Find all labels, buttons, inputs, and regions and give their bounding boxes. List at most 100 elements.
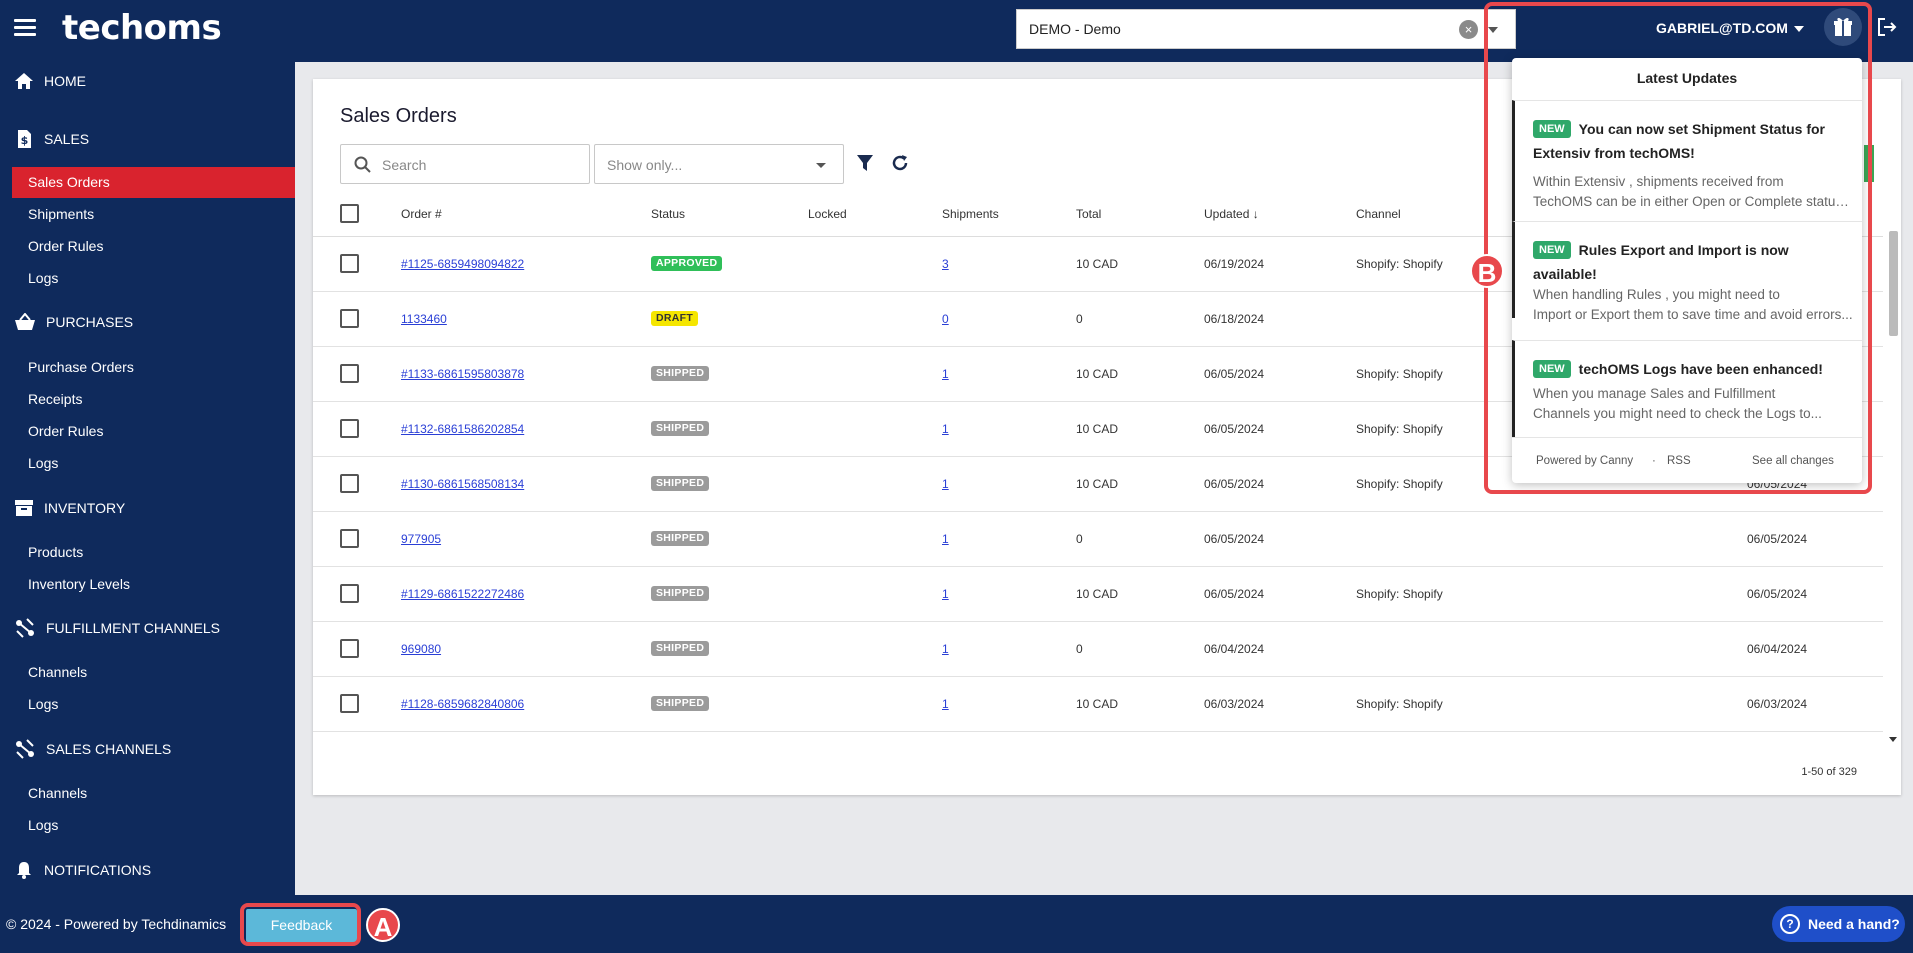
select-all-checkbox[interactable] bbox=[340, 204, 359, 223]
see-all-changes-link[interactable]: See all changes bbox=[1752, 455, 1834, 467]
table-row[interactable]: #1130-6861568508134 SHIPPED 1 10 CAD 06/05/2… bbox=[313, 457, 1883, 512]
sidebar-item-logs[interactable]: Logs bbox=[28, 455, 59, 471]
update-item[interactable]: NEW You can now set Shipment Status for E… bbox=[1512, 100, 1862, 221]
column-header[interactable]: Channel bbox=[1356, 207, 1401, 221]
sidebar-item-channels[interactable]: Channels bbox=[28, 785, 88, 801]
menu-icon[interactable] bbox=[14, 19, 36, 37]
sidebar-section-purchases[interactable]: PURCHASES bbox=[14, 311, 133, 333]
logout-icon[interactable] bbox=[1876, 16, 1898, 43]
order-link[interactable]: 977905 bbox=[401, 532, 442, 546]
updates-title: Latest Updates bbox=[1636, 70, 1738, 86]
shipments-link[interactable]: 1 bbox=[942, 367, 949, 381]
pagination: 1-50 of 329 bbox=[1801, 766, 1857, 778]
sidebar-section-sales[interactable]: $ SALES bbox=[14, 128, 89, 150]
order-link[interactable]: #1132-6861586202854 bbox=[401, 422, 525, 436]
table-row[interactable]: #1128-6859682840806 SHIPPED 1 10 CAD 06/03/2… bbox=[313, 677, 1883, 732]
update-item[interactable]: NEW techOMS Logs have been enhanced! When… bbox=[1512, 340, 1862, 437]
order-link[interactable]: #1125-6859498094822 bbox=[401, 257, 525, 271]
sidebar-item-order-rules[interactable]: Order Rules bbox=[28, 423, 104, 439]
order-link[interactable]: #1128-6859682840806 bbox=[401, 697, 525, 711]
row-checkbox[interactable] bbox=[340, 584, 359, 603]
sidebar-item-products[interactable]: Products bbox=[28, 544, 84, 560]
column-header[interactable]: Shipments bbox=[942, 207, 999, 221]
feedback-button[interactable]: Feedback bbox=[246, 909, 357, 942]
sidebar-section-fulfillment-channels[interactable]: FULFILLMENT CHANNELS bbox=[14, 617, 220, 639]
table-row[interactable]: #1133-6861595803878 SHIPPED 1 10 CAD 06/05/2… bbox=[313, 347, 1883, 402]
sidebar-item-logs[interactable]: Logs bbox=[28, 270, 59, 286]
updated-cell: 06/05/2024 bbox=[1204, 422, 1265, 436]
channel-cell: Shopify: Shopify bbox=[1356, 257, 1443, 271]
sidebar-section-sales-channels[interactable]: SALES CHANNELS bbox=[14, 738, 171, 760]
order-link[interactable]: #1130-6861568508134 bbox=[401, 477, 525, 491]
search-input[interactable] bbox=[382, 155, 572, 175]
shipments-link[interactable]: 0 bbox=[942, 312, 949, 326]
chevron-down-icon[interactable] bbox=[1794, 26, 1804, 32]
refresh-icon[interactable] bbox=[890, 153, 910, 178]
top-bar: techoms DEMO - Demo × GABRIEL@TD.COM bbox=[0, 0, 1913, 62]
gift-icon[interactable] bbox=[1824, 8, 1862, 46]
row-checkbox[interactable] bbox=[340, 639, 359, 658]
sidebar-section-notifications[interactable]: NOTIFICATIONS bbox=[14, 859, 151, 881]
sidebar-item-purchase-orders[interactable]: Purchase Orders bbox=[28, 359, 134, 375]
table-row[interactable]: #1125-6859498094822 APPROVED 3 10 CAD 06/19/… bbox=[313, 237, 1883, 292]
shipments-link[interactable]: 1 bbox=[942, 532, 949, 546]
show-only-select[interactable]: Show only... bbox=[594, 144, 844, 184]
sidebar-section-home[interactable]: HOME bbox=[14, 70, 86, 92]
column-header[interactable]: Order # bbox=[401, 207, 442, 221]
table-row[interactable]: 977905 SHIPPED 1 0 06/05/2024 06/05/2024 bbox=[313, 512, 1883, 567]
row-checkbox[interactable] bbox=[340, 474, 359, 493]
table-row[interactable]: 1133460 DRAFT 0 0 06/18/2024 bbox=[313, 292, 1883, 347]
row-checkbox[interactable] bbox=[340, 419, 359, 438]
filter-icon[interactable] bbox=[856, 154, 874, 177]
sidebar-item-logs[interactable]: Logs bbox=[28, 696, 59, 712]
order-link[interactable]: 969080 bbox=[401, 642, 442, 656]
table-row[interactable]: #1129-6861522272486 SHIPPED 1 10 CAD 06/05/2… bbox=[313, 567, 1883, 622]
sidebar-item-logs[interactable]: Logs bbox=[28, 817, 59, 833]
sidebar-item-sales-orders[interactable]: Sales Orders bbox=[12, 167, 295, 198]
shipments-link[interactable]: 1 bbox=[942, 587, 949, 601]
row-checkbox[interactable] bbox=[340, 254, 359, 273]
row-checkbox[interactable] bbox=[340, 694, 359, 713]
table-row[interactable]: #1132-6861586202854 SHIPPED 1 10 CAD 06/05/2… bbox=[313, 402, 1883, 457]
order-link[interactable]: #1133-6861595803878 bbox=[401, 367, 525, 381]
scroll-thumb[interactable] bbox=[1889, 231, 1898, 336]
update-title: techOMS Logs have been enhanced! bbox=[1578, 361, 1823, 377]
search-box[interactable] bbox=[340, 144, 590, 184]
row-checkbox[interactable] bbox=[340, 309, 359, 328]
order-link[interactable]: 1133460 bbox=[401, 312, 447, 326]
shipments-link[interactable]: 1 bbox=[942, 697, 949, 711]
sidebar-section-inventory[interactable]: INVENTORY bbox=[14, 497, 125, 519]
update-item[interactable]: NEW Rules Export and Import is now availa… bbox=[1512, 221, 1862, 322]
order-link[interactable]: #1129-6861522272486 bbox=[401, 587, 525, 601]
sidebar-item-receipts[interactable]: Receipts bbox=[28, 391, 83, 407]
column-header[interactable]: Status bbox=[651, 207, 686, 221]
shipments-link[interactable]: 1 bbox=[942, 642, 949, 656]
row-checkbox[interactable] bbox=[340, 364, 359, 383]
archive-box-icon bbox=[15, 500, 33, 516]
sidebar-item-inventory-levels[interactable]: Inventory Levels bbox=[28, 576, 130, 592]
row-checkbox[interactable] bbox=[340, 529, 359, 548]
update-title: You can now set Shipment Status for Exte… bbox=[1533, 121, 1825, 161]
sidebar-item-order-rules[interactable]: Order Rules bbox=[28, 238, 104, 254]
powered-by-link[interactable]: Powered by Canny bbox=[1536, 455, 1634, 467]
need-a-hand-button[interactable]: ? Need a hand? bbox=[1772, 906, 1905, 942]
logo[interactable]: techoms bbox=[62, 8, 222, 48]
clear-icon[interactable]: × bbox=[1459, 20, 1478, 39]
column-header-sorted[interactable]: Updated ↓ bbox=[1204, 207, 1259, 221]
sidebar-item-shipments[interactable]: Shipments bbox=[28, 206, 95, 222]
shipments-link[interactable]: 3 bbox=[942, 257, 949, 271]
rss-link[interactable]: RSS bbox=[1667, 455, 1691, 467]
tenant-select[interactable]: DEMO - Demo × bbox=[1016, 9, 1516, 49]
scrollbar[interactable] bbox=[1887, 215, 1899, 745]
table-row[interactable]: 969080 SHIPPED 1 0 06/04/2024 06/04/2024 bbox=[313, 622, 1883, 677]
scroll-down-icon[interactable] bbox=[1889, 737, 1897, 742]
column-header[interactable]: Locked bbox=[808, 207, 847, 221]
chevron-down-icon[interactable] bbox=[1488, 27, 1498, 33]
svg-text:$: $ bbox=[21, 134, 29, 147]
total-cell: 10 CAD bbox=[1076, 697, 1119, 711]
shipments-link[interactable]: 1 bbox=[942, 477, 949, 491]
sidebar-item-channels[interactable]: Channels bbox=[28, 664, 88, 680]
shipments-link[interactable]: 1 bbox=[942, 422, 949, 436]
column-header[interactable]: Total bbox=[1076, 207, 1102, 221]
user-menu[interactable]: GABRIEL@TD.COM bbox=[1656, 20, 1788, 36]
